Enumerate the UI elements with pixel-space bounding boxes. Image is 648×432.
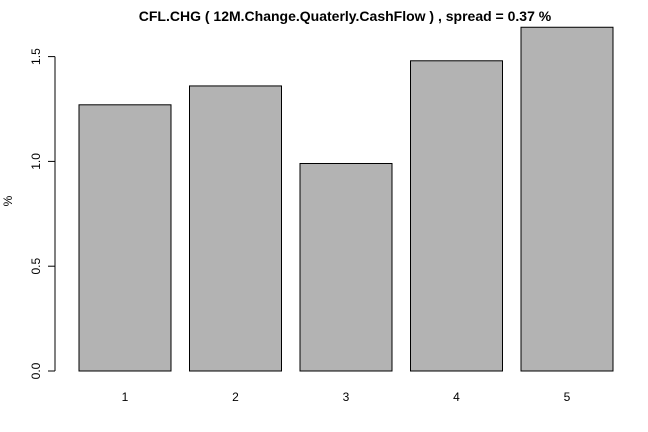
y-tick-label: 1.0: [29, 153, 43, 170]
y-axis: 0.0 0.5 1.0 1.5: [29, 48, 56, 379]
bar-4: [410, 60, 503, 372]
bars-group: [78, 26, 614, 372]
x-tick-label: 1: [122, 390, 129, 404]
y-tick-label: 1.5: [29, 48, 43, 65]
bar-2: [189, 85, 282, 372]
x-tick-label: 4: [453, 390, 460, 404]
x-axis-labels: 1 2 3 4 5: [122, 390, 571, 404]
bar-3: [299, 162, 393, 372]
bar-5: [520, 26, 614, 372]
y-tick-label: 0.0: [29, 362, 43, 379]
x-tick-label: 5: [564, 390, 571, 404]
y-axis-label: %: [1, 195, 15, 206]
y-tick-label: 0.5: [29, 258, 43, 275]
x-tick-label: 2: [232, 390, 239, 404]
x-tick-label: 3: [343, 390, 350, 404]
bar-1: [78, 104, 172, 372]
chart-title: CFL.CHG ( 12M.Change.Quaterly.CashFlow )…: [139, 8, 552, 24]
